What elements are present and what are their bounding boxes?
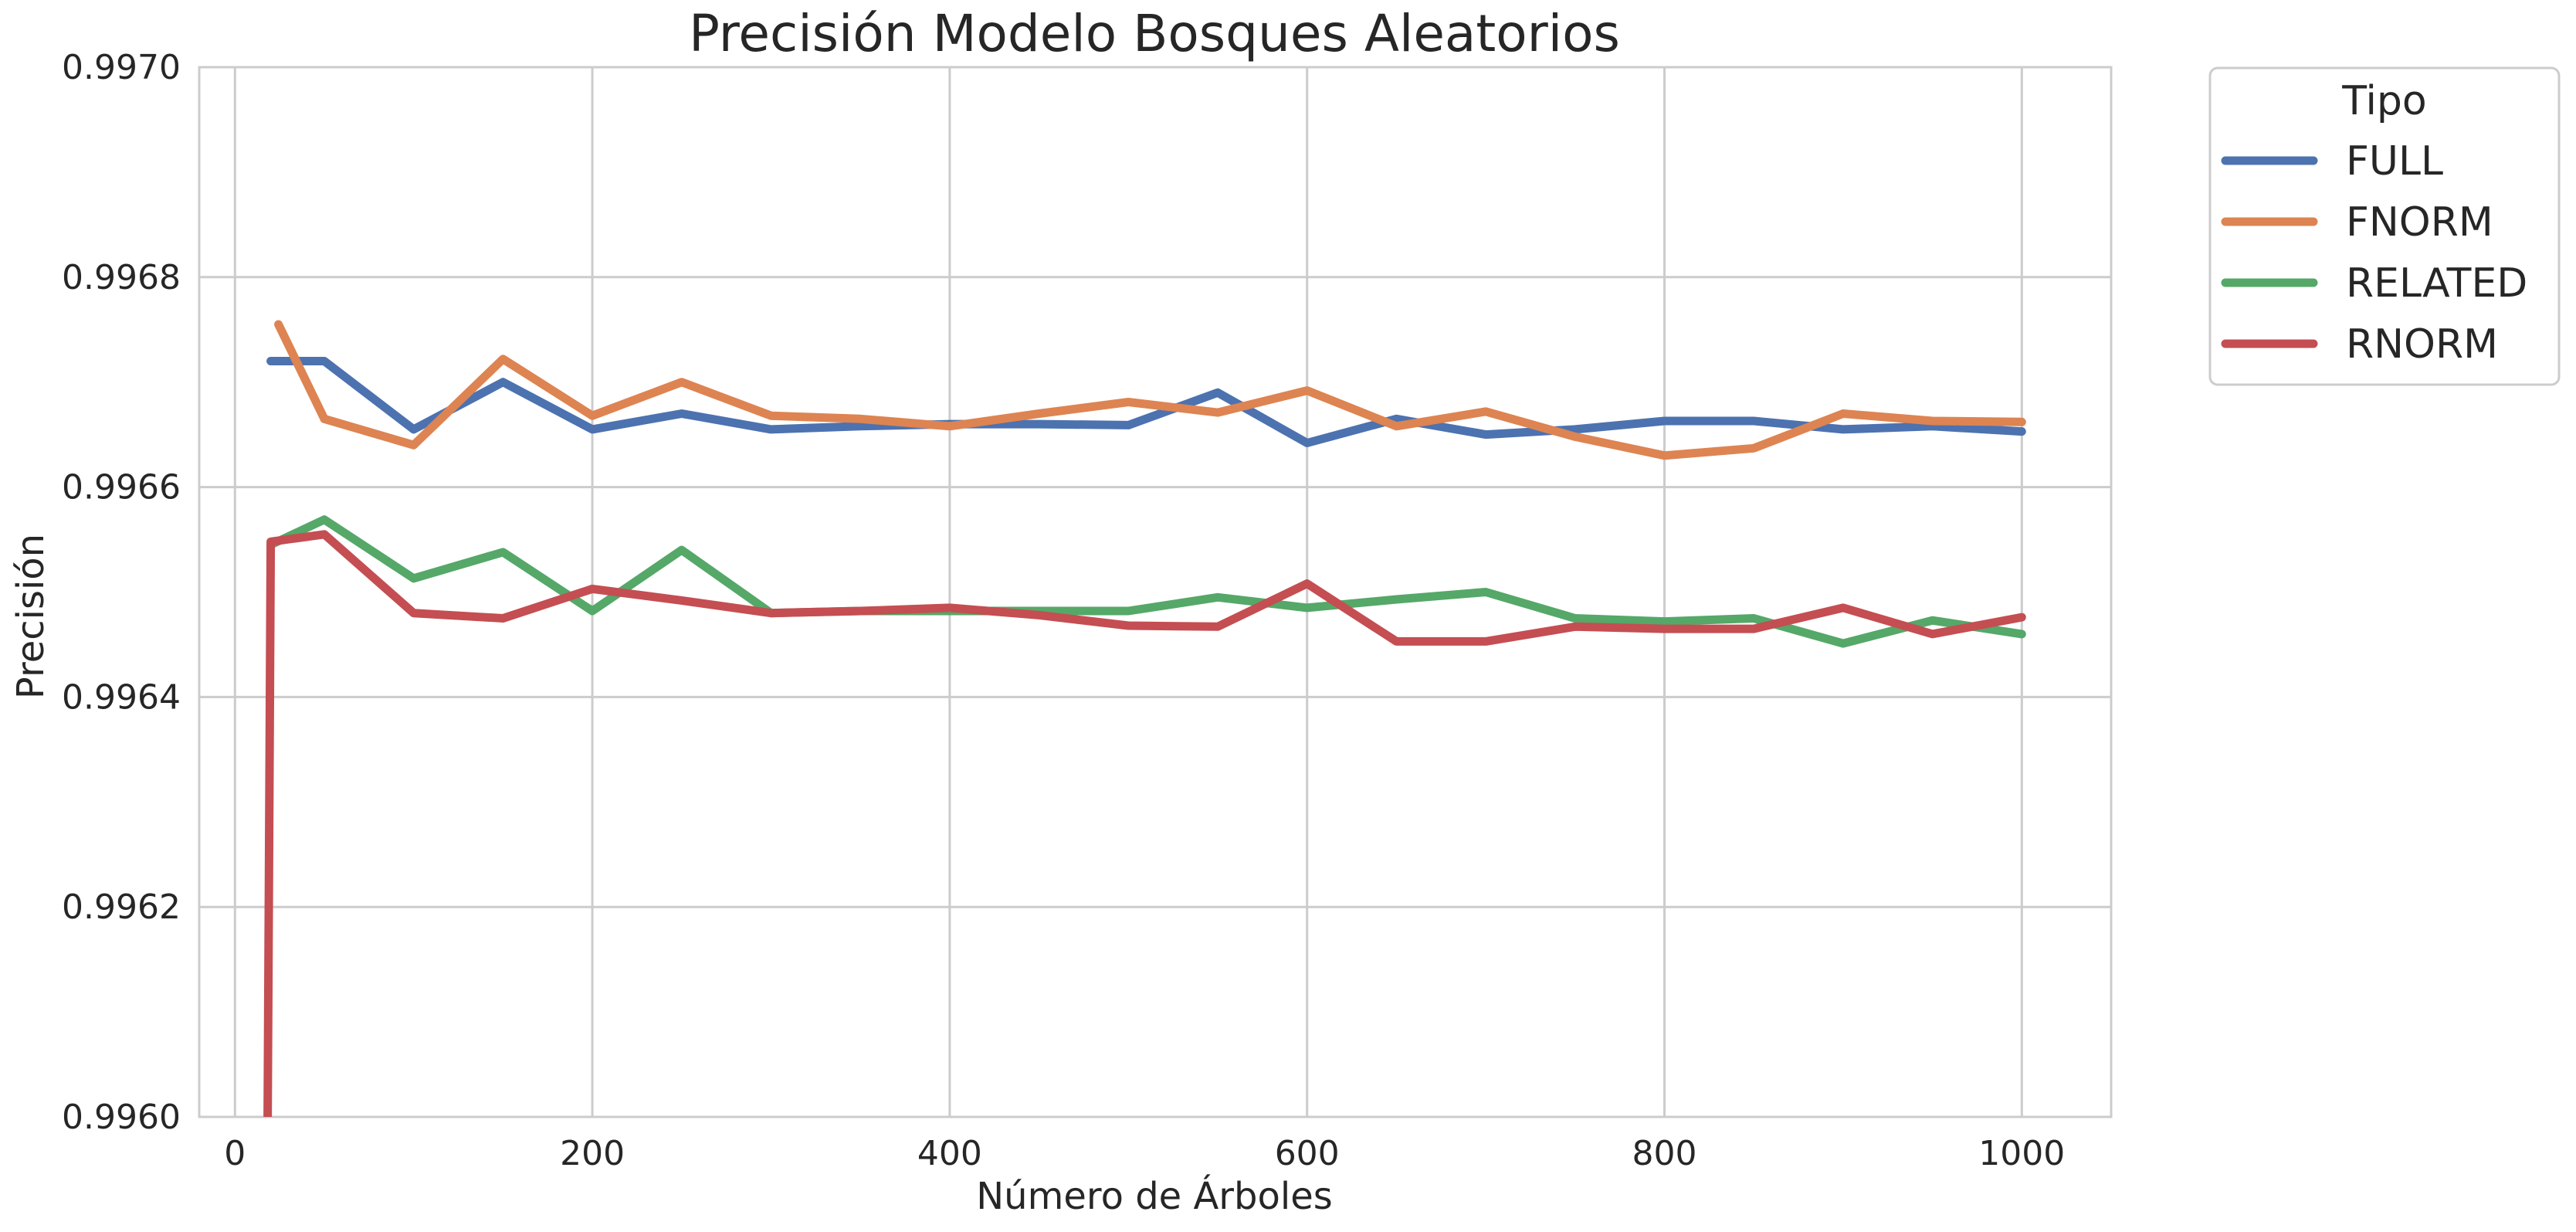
legend-title: Tipo (2341, 78, 2426, 124)
x-axis-label: Número de Árboles (976, 1174, 1332, 1218)
x-axis-ticks: 0 200 400 600 800 1000 (224, 1134, 2065, 1173)
x-tick-label: 800 (1632, 1134, 1697, 1173)
x-tick-label: 1000 (1978, 1134, 2065, 1173)
series-line-related (266, 515, 2026, 648)
grid-lines (199, 66, 2111, 1118)
y-axis-ticks: 0.9960 0.9962 0.9964 0.9966 0.9968 0.9970 (62, 48, 181, 1137)
legend-items: FULL FNORM RELATED RNORM (2221, 138, 2527, 368)
series-line-full (266, 357, 2026, 447)
y-axis-label: Precisión (9, 534, 53, 699)
y-tick-label: 0.9960 (62, 1098, 181, 1137)
legend-label-full: FULL (2346, 138, 2443, 185)
legend-label-fnorm: FNORM (2346, 199, 2493, 246)
legend: Tipo FULL FNORM RELATED RNORM (2208, 66, 2561, 386)
y-tick-label: 0.9970 (62, 48, 181, 87)
x-tick-label: 0 (224, 1134, 246, 1173)
y-tick-label: 0.9962 (62, 888, 181, 927)
series-line-rnorm (263, 530, 2026, 1117)
y-tick-label: 0.9966 (62, 468, 181, 507)
legend-label-related: RELATED (2346, 260, 2527, 307)
chart-title: Precisión Modelo Bosques Aleatorios (689, 4, 1620, 63)
x-tick-label: 200 (560, 1134, 625, 1173)
legend-label-rnorm: RNORM (2346, 321, 2498, 368)
legend-frame (2208, 66, 2561, 386)
y-tick-label: 0.9964 (62, 677, 181, 717)
plot-frame (198, 66, 2113, 1118)
x-tick-label: 400 (917, 1134, 982, 1173)
y-tick-label: 0.9968 (62, 258, 181, 297)
series-line-fnorm (274, 320, 2026, 460)
series-lines (263, 320, 2026, 1117)
x-tick-label: 600 (1275, 1134, 1340, 1173)
